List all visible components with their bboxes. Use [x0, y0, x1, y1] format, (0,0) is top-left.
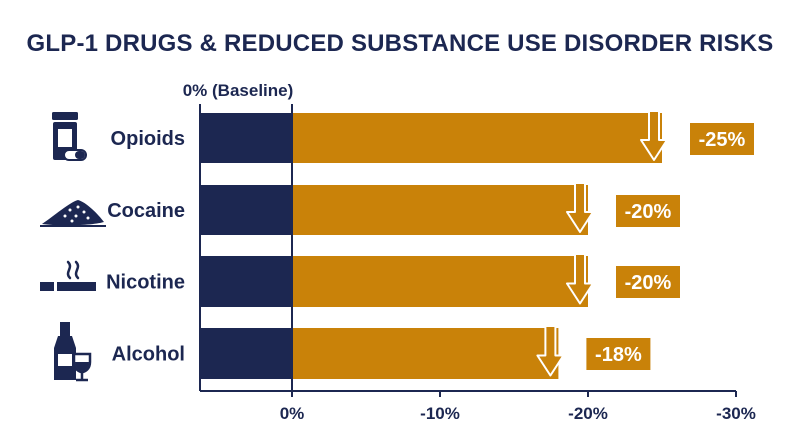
value-label-box [586, 338, 651, 370]
category-label: Alcohol [112, 344, 185, 366]
powder-pile-icon [40, 200, 106, 227]
down-arrow [566, 253, 594, 305]
baseline-block [200, 256, 292, 307]
category-label: Nicotine [106, 272, 185, 294]
down-arrow [566, 182, 594, 233]
bar [292, 256, 588, 307]
value-label: -25% [699, 129, 746, 151]
bar [292, 328, 559, 379]
x-tick-label: -30% [716, 404, 756, 423]
pill-bottle-icon [52, 112, 87, 161]
bar [292, 185, 588, 235]
down-arrow [640, 110, 668, 161]
x-tick-label: 0% [280, 404, 305, 423]
cigarette-icon [40, 260, 96, 291]
x-tick-label: -10% [420, 404, 460, 423]
category-label: Cocaine [107, 200, 185, 222]
baseline-block [200, 185, 292, 235]
baseline-block [200, 113, 292, 163]
value-label-box [690, 123, 754, 155]
down-arrow [536, 325, 565, 377]
bar [292, 113, 662, 163]
wine-bottle-glass-icon [54, 322, 92, 382]
category-label: Opioids [111, 128, 185, 150]
plot-layer: 0% (Baseline) -25% Opioids -20% Cocaine -20% N… [106, 81, 756, 423]
value-label: -20% [625, 201, 672, 223]
value-label: -20% [625, 272, 672, 294]
x-tick-label: -20% [568, 404, 608, 423]
baseline-label: 0% (Baseline) [183, 81, 294, 100]
value-label: -18% [595, 344, 642, 366]
icons-layer [40, 112, 106, 382]
baseline-block [200, 328, 292, 379]
value-label-box [616, 266, 680, 298]
value-label-box [616, 195, 680, 227]
chart-title: GLP-1 DRUGS & REDUCED SUBSTANCE USE DISO… [26, 30, 774, 57]
